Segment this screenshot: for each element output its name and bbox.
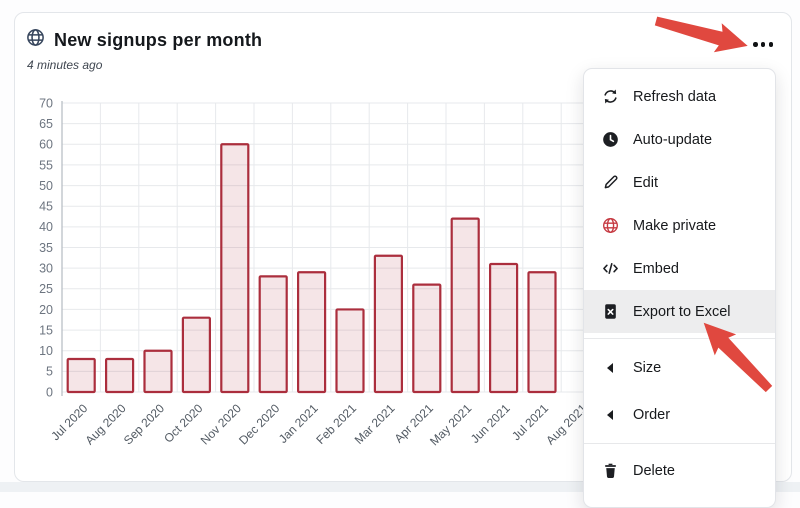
chevron-left-icon	[607, 409, 613, 420]
menu-item-label: Edit	[633, 174, 658, 191]
menu-item-label: Export to Excel	[633, 303, 731, 320]
menu-item-order[interactable]: Order	[584, 391, 775, 438]
menu-item-embed[interactable]: Embed	[584, 247, 775, 290]
menu-separator	[584, 443, 775, 444]
pencil-icon	[601, 174, 619, 191]
menu-item-label: Auto-update	[633, 131, 713, 148]
ellipsis-icon	[760, 42, 766, 47]
menu-separator	[584, 338, 775, 339]
menu-item-refresh-data[interactable]: Refresh data	[584, 75, 775, 118]
menu-item-label: Make private	[633, 217, 717, 234]
trash-icon	[601, 462, 619, 479]
chevron-left-icon	[607, 362, 613, 373]
dashboard-page: New signups per month 4 minutes ago 0 5 10…	[0, 12, 800, 508]
menu-item-size[interactable]: Size	[584, 344, 775, 391]
chevron-left-icon	[601, 362, 619, 373]
menu-item-edit[interactable]: Edit	[584, 161, 775, 204]
menu-item-label: Delete	[633, 462, 675, 479]
globe-icon	[26, 28, 45, 52]
card-header: New signups per month 4 minutes ago	[26, 28, 262, 72]
card-title: New signups per month	[54, 29, 263, 50]
ellipsis-icon	[753, 42, 758, 47]
excel-icon	[601, 303, 619, 320]
page-background-strip	[0, 482, 800, 492]
menu-item-label: Size	[633, 359, 662, 376]
menu-item-export-to-excel[interactable]: Export to Excel	[584, 290, 775, 333]
menu-item-label: Order	[633, 406, 671, 423]
menu-item-auto-update[interactable]: Auto-update	[584, 118, 775, 161]
code-icon	[601, 260, 619, 277]
ellipsis-icon	[768, 42, 774, 47]
card-title-row: New signups per month	[26, 28, 262, 52]
menu-item-label: Refresh data	[633, 88, 717, 105]
card-context-menu: Refresh data Auto-update Edit Make privat…	[583, 68, 776, 508]
globe-icon	[601, 217, 619, 234]
card-menu-button[interactable]	[749, 38, 777, 51]
last-updated-timestamp: 4 minutes ago	[27, 58, 103, 72]
chevron-left-icon	[601, 409, 619, 420]
menu-item-label: Embed	[633, 260, 679, 277]
menu-item-delete[interactable]: Delete	[584, 449, 775, 492]
menu-item-make-private[interactable]: Make private	[584, 204, 775, 247]
clock-icon	[601, 131, 619, 148]
refresh-icon	[601, 88, 619, 105]
